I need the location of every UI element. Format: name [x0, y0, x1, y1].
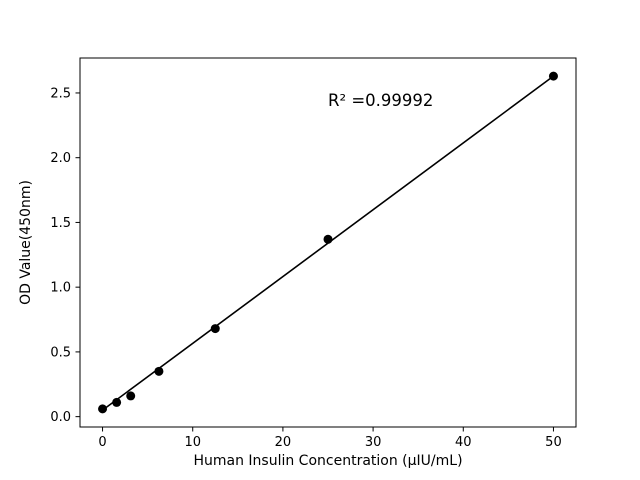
- data-point: [126, 391, 136, 401]
- data-point: [154, 366, 164, 376]
- data-point: [323, 234, 333, 244]
- x-tick-label: 50: [545, 435, 562, 450]
- x-tick-label: 10: [184, 435, 201, 450]
- data-point: [548, 71, 558, 81]
- r-squared-annotation: R² =0.99992: [328, 91, 433, 110]
- y-tick-label: 0.0: [50, 410, 71, 425]
- x-tick-label: 30: [365, 435, 382, 450]
- y-tick-label: 1.0: [50, 281, 71, 296]
- x-tick-label: 0: [98, 435, 106, 450]
- y-tick-label: 1.5: [50, 216, 71, 231]
- y-axis-label: OD Value(450nm): [18, 180, 34, 305]
- x-axis-label: Human Insulin Concentration (μIU/mL): [193, 453, 462, 469]
- y-tick-label: 2.5: [50, 86, 71, 101]
- x-tick-label: 20: [275, 435, 292, 450]
- y-tick-label: 2.0: [50, 151, 71, 166]
- plot-border: [79, 57, 577, 428]
- data-point: [210, 324, 220, 334]
- data-point: [98, 404, 108, 414]
- data-point: [112, 397, 122, 407]
- x-tick-label: 40: [455, 435, 472, 450]
- y-tick-label: 0.5: [50, 345, 71, 360]
